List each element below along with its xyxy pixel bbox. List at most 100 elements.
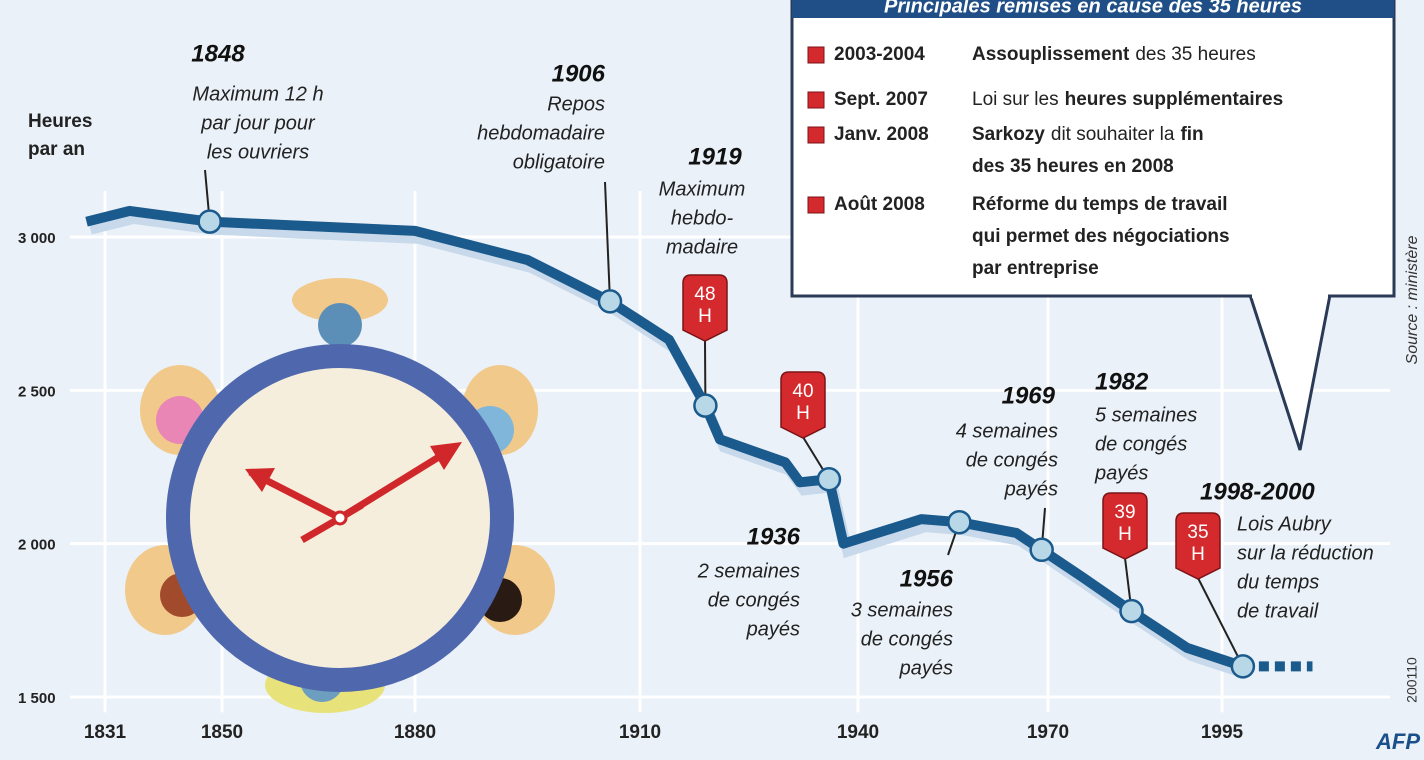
x-tick-label: 1910 [619, 722, 661, 743]
event-text: sur la réduction [1237, 542, 1374, 564]
event-text: payés [1004, 478, 1058, 500]
badge-unit: H [1118, 524, 1132, 545]
item-text-part: Sarkozy [972, 124, 1045, 145]
bullet [807, 46, 825, 64]
item-date: 2003-2004 [834, 44, 925, 65]
event-text: de travail [1237, 600, 1319, 622]
credit: AFP [1375, 729, 1420, 754]
y-tick-label: 1 500 [18, 690, 56, 707]
badge-number: 40 [792, 381, 813, 402]
event-text: payés [746, 618, 800, 640]
event-text: hebdomadaire [477, 122, 605, 144]
bullet [807, 91, 825, 109]
item-text-part: dit souhaiter la [1051, 124, 1175, 145]
event-year: 1969 [1002, 382, 1056, 409]
item-text-part: des 35 heures [1135, 44, 1255, 65]
badge-unit: H [1191, 544, 1205, 565]
item-date: Août 2008 [834, 194, 925, 215]
item-text: par entreprise [972, 258, 1099, 279]
event-text: payés [1094, 462, 1148, 484]
x-tick-label: 1970 [1027, 722, 1069, 743]
box-items: 2003-2004 Assouplissement des 35 heures Sep… [807, 44, 1283, 279]
event-year: 1998-2000 [1200, 478, 1315, 505]
badge-number: 48 [694, 284, 715, 305]
x-tick-label: 1940 [837, 722, 879, 743]
clock-illustration [125, 278, 555, 713]
event-text: madaire [666, 236, 738, 258]
event-text: de congés [708, 589, 800, 611]
event-marker [597, 289, 623, 314]
box-frame [790, 0, 1396, 298]
event-text: hebdo- [671, 207, 734, 229]
event-marker [197, 209, 222, 234]
item-text-part: Réforme du temps de travail [972, 194, 1228, 215]
x-tick-label: 1995 [1201, 722, 1244, 743]
event-text: de congés [1095, 433, 1187, 455]
badge-number: 35 [1187, 522, 1208, 543]
y-tick-label: 2 000 [18, 537, 56, 554]
badge [1175, 512, 1221, 580]
leader-line [604, 181, 611, 302]
event-text: payés [899, 657, 953, 679]
bullet [807, 196, 825, 214]
event-year: 1848 [191, 40, 245, 67]
event-text: par jour pour [200, 112, 316, 134]
badge [780, 371, 826, 439]
badge-unit: H [796, 403, 810, 424]
item-text: Assouplissement des 35 heures [972, 44, 1256, 65]
item-text: Loi sur les heures supplémentaires [972, 89, 1283, 110]
event-text: Maximum [659, 178, 746, 200]
event-text: Maximum 12 h [192, 83, 323, 105]
plot: 1831 1850 1880 1910 1940 1970 1995 1 500 2 000 2 … [18, 40, 1374, 743]
badge-unit: H [698, 306, 712, 327]
x-tick-label: 1880 [394, 722, 436, 743]
event-marker [1119, 598, 1144, 624]
event-text: de congés [861, 628, 953, 650]
event-year: 1906 [552, 60, 606, 87]
source: Source : ministère [1404, 235, 1421, 364]
item-date: Janv. 2008 [834, 124, 929, 145]
event-marker [1029, 537, 1054, 563]
item-text-part: des 35 heures en 2008 [972, 156, 1174, 177]
item-date: Sept. 2007 [834, 89, 928, 110]
event-year: 1982 [1095, 368, 1149, 395]
event-text: les ouvriers [207, 141, 309, 163]
x-tick-label: 1850 [201, 722, 243, 743]
box-title: Principales remises en cause des 35 heur… [884, 0, 1302, 17]
item-text: Réforme du temps de travail [972, 194, 1228, 215]
line [85, 205, 1245, 672]
item-text-part: Assouplissement [972, 44, 1130, 65]
y-tick-label: 2 500 [18, 383, 56, 400]
event-text: 4 semaines [956, 420, 1058, 442]
event-marker [1230, 654, 1256, 679]
info-box: Principales remises en cause des 35 heur… [790, 0, 1396, 451]
event-year: 1919 [688, 143, 742, 170]
x-tick-label: 1831 [84, 722, 127, 743]
item-text: qui permet des négociations [972, 226, 1230, 247]
badge [682, 274, 728, 342]
bullet [807, 126, 825, 144]
event-year: 1936 [747, 523, 801, 550]
event-text: obligatoire [513, 151, 605, 173]
event-marker [693, 393, 718, 418]
event-text: du temps [1237, 571, 1319, 593]
leader-line [1197, 577, 1244, 667]
event-text: Repos [547, 93, 605, 115]
item-text-part: fin [1180, 124, 1203, 145]
y-axis-label: Heures [28, 111, 92, 132]
event-marker [947, 509, 972, 535]
item-text: des 35 heures en 2008 [972, 156, 1174, 177]
event-text: de congés [966, 449, 1058, 471]
code: 200110 [1404, 657, 1420, 703]
event-year: 1956 [900, 565, 954, 592]
event-text: 2 semaines [697, 560, 800, 582]
event-text: 5 semaines [1095, 404, 1197, 426]
item-text-part: Loi sur les [972, 89, 1059, 110]
item-text-part: par entreprise [972, 258, 1099, 279]
y-tick-label: 3 000 [18, 230, 56, 247]
event-text: 3 semaines [851, 599, 953, 621]
item-text: Sarkozy dit souhaiter la fin [972, 124, 1204, 145]
badge [1102, 492, 1148, 560]
box-header [792, 0, 1394, 18]
